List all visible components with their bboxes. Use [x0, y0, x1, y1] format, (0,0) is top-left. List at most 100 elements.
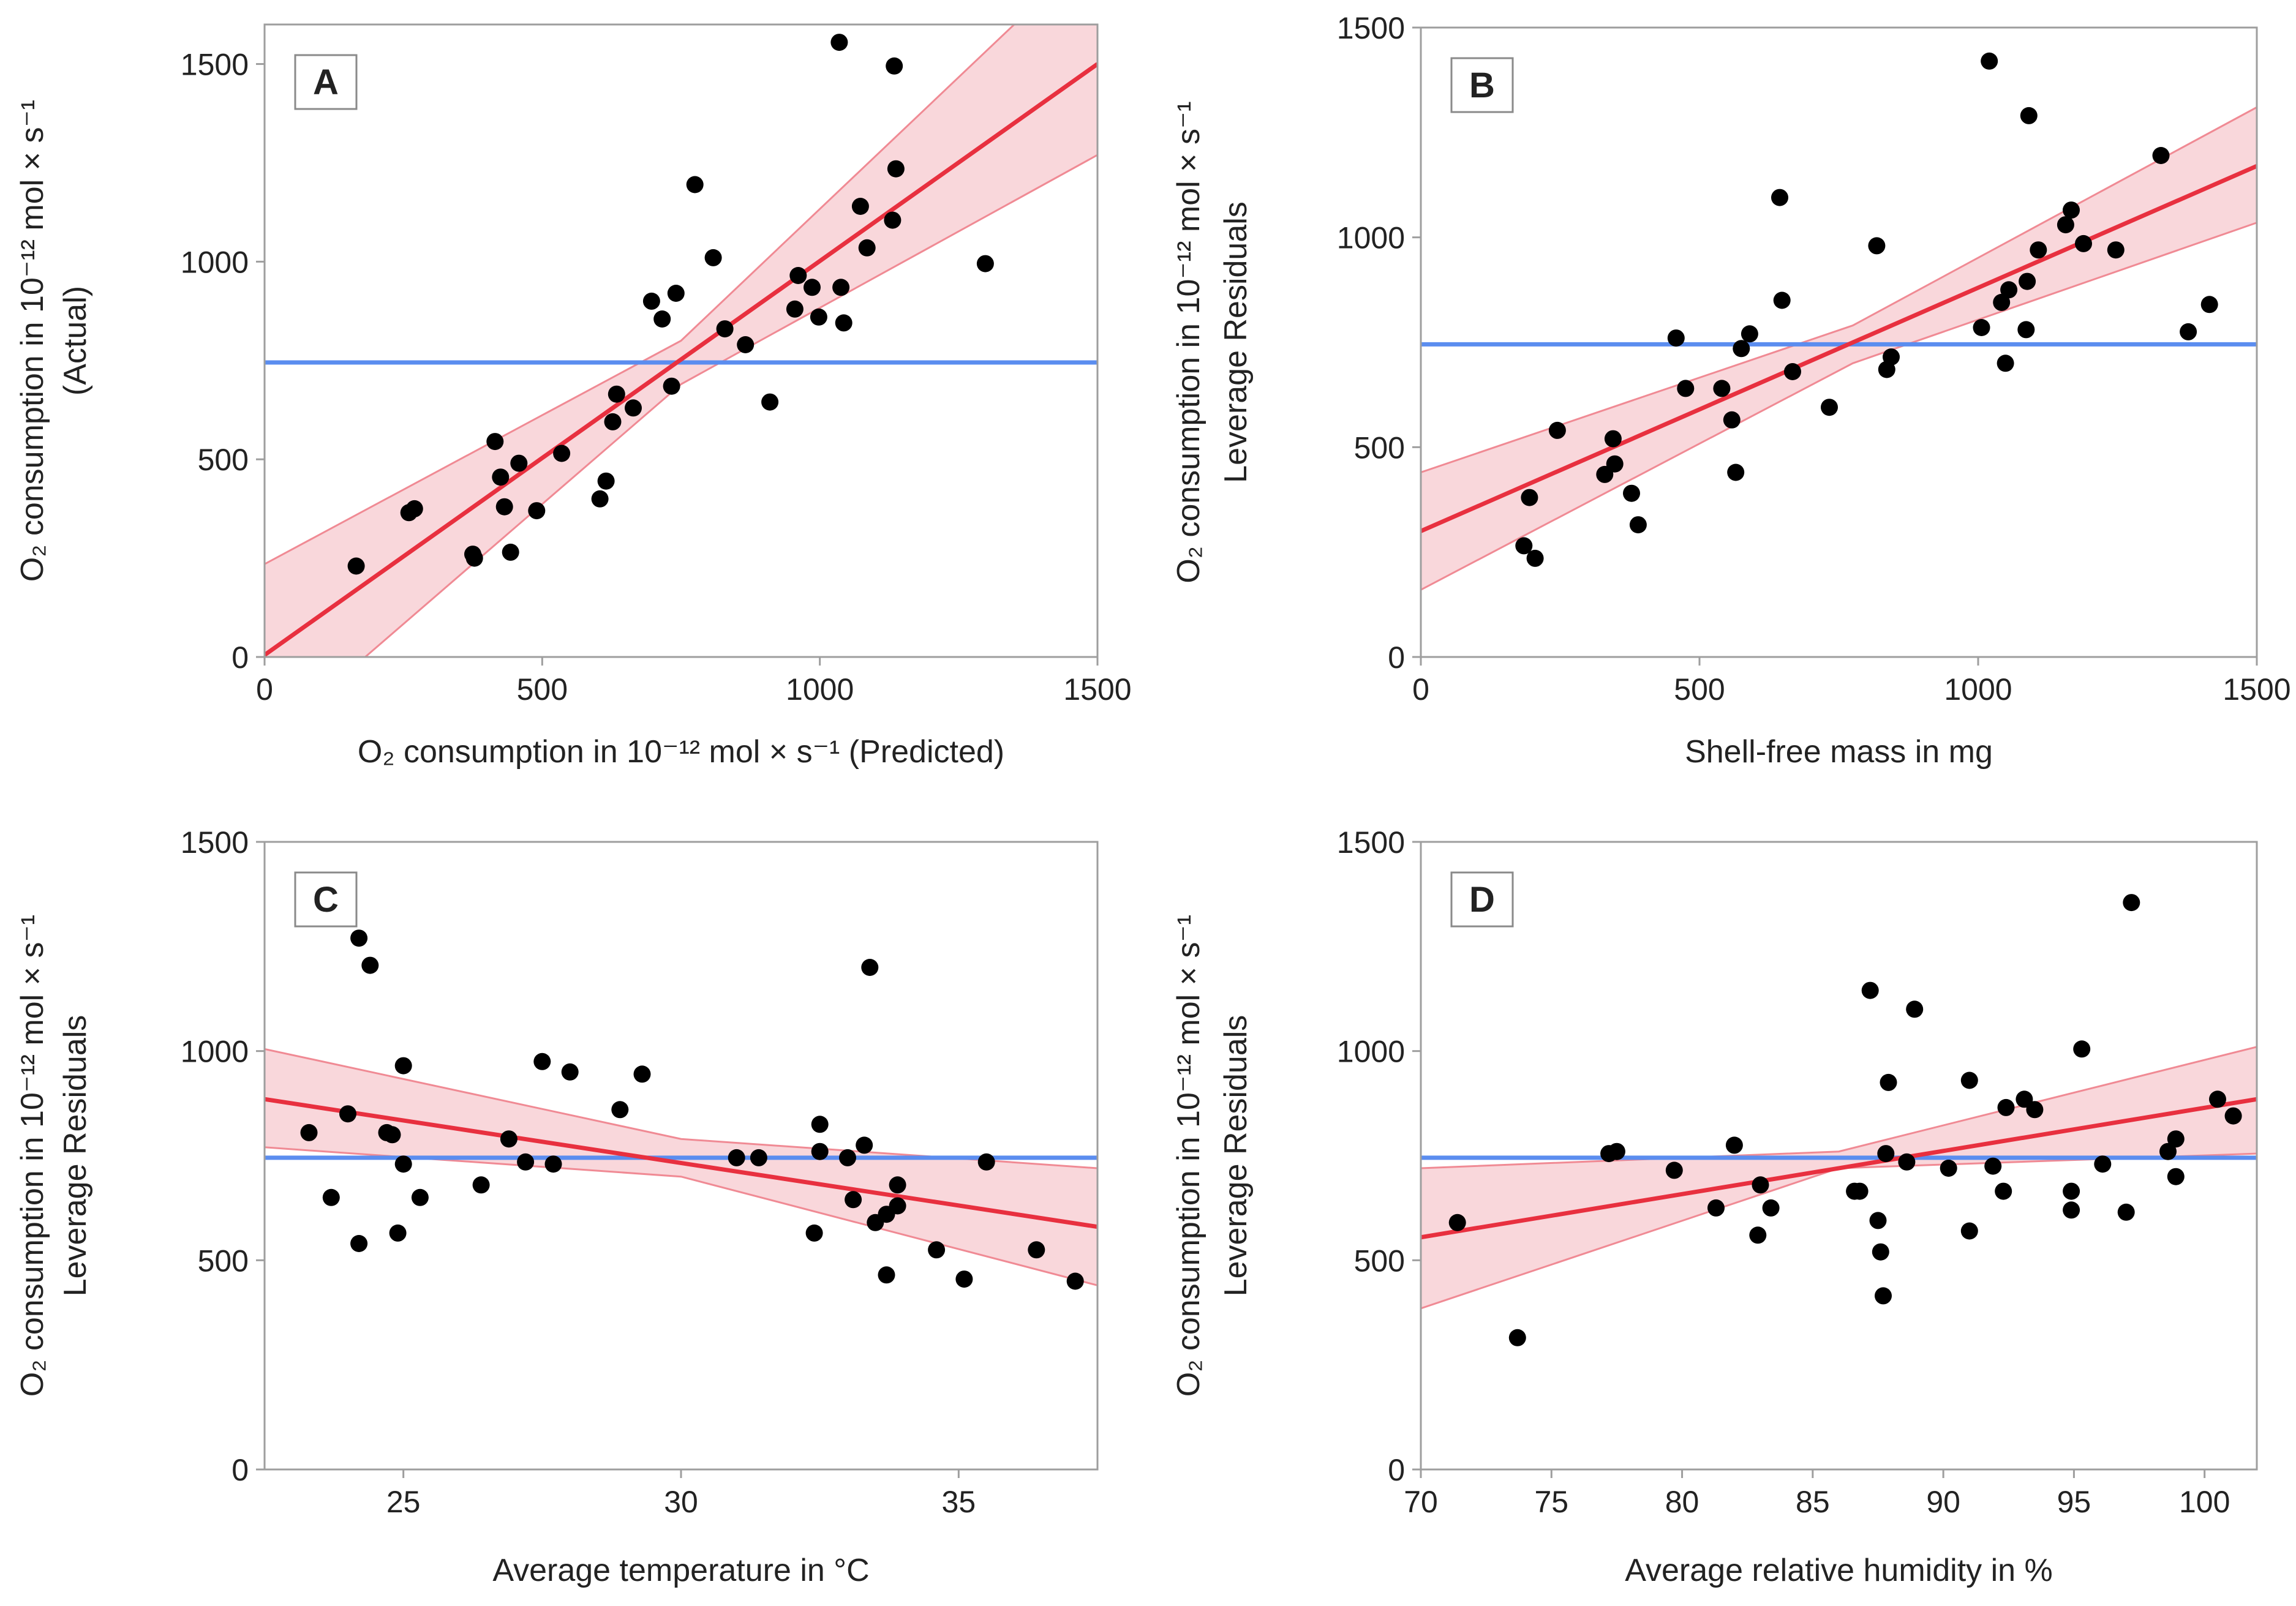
data-point — [625, 399, 642, 417]
confidence-upper-edge — [1421, 106, 2257, 473]
panel-b: 0 500 1000 1500 0 500 1000 1500 B Shell-free mass… — [1171, 11, 2291, 770]
data-point — [830, 34, 848, 51]
data-point — [1727, 463, 1745, 481]
data-point — [561, 1063, 579, 1081]
data-point — [405, 500, 423, 517]
data-point — [804, 279, 821, 296]
data-point — [861, 959, 879, 976]
confidence-band — [1421, 1046, 2257, 1308]
y-tick-label: 1000 — [181, 1035, 249, 1069]
data-point — [858, 239, 876, 257]
data-point — [1723, 411, 1741, 429]
data-point — [1028, 1241, 1045, 1259]
data-point — [2057, 216, 2074, 234]
data-point — [465, 549, 483, 567]
x-tick-label: 90 — [1926, 1485, 1960, 1519]
y-tick-label: 1000 — [181, 245, 249, 279]
data-point — [704, 249, 722, 266]
data-point — [486, 433, 504, 451]
data-point — [2107, 241, 2125, 259]
data-point — [667, 285, 685, 302]
data-point — [1872, 1243, 1889, 1261]
data-point — [884, 211, 901, 229]
plot-area — [265, 24, 1097, 657]
data-point — [1515, 537, 1533, 555]
data-point — [737, 336, 755, 353]
data-point — [1749, 1226, 1767, 1244]
data-point — [350, 929, 368, 947]
data-point — [832, 279, 850, 296]
data-point — [528, 502, 546, 520]
data-point — [889, 1197, 906, 1215]
panel-a: 0 500 1000 1500 0 500 1000 1500 A O₂ consumption … — [15, 23, 1132, 770]
data-point — [1707, 1199, 1725, 1217]
plot-frame — [263, 23, 1099, 658]
y-tick-label: 500 — [1354, 430, 1405, 465]
data-point — [1960, 1222, 1978, 1240]
data-point — [1973, 319, 1990, 336]
x-axis-label: Average relative humidity in % — [1625, 1553, 2053, 1588]
x-axis-label: Average temperature in °C — [492, 1553, 869, 1588]
data-point — [1997, 355, 2014, 372]
data-point — [878, 1266, 895, 1284]
regression-line — [265, 62, 1097, 657]
data-point — [1898, 1153, 1916, 1171]
data-point — [2152, 147, 2170, 164]
data-point — [2000, 281, 2018, 299]
data-point — [2117, 1203, 2135, 1221]
data-point — [1623, 484, 1640, 502]
data-point — [1508, 1329, 1526, 1346]
data-point — [642, 292, 660, 310]
confidence-upper-edge — [1421, 1046, 2257, 1169]
data-point — [591, 490, 609, 508]
data-point — [886, 57, 903, 75]
data-point — [2123, 894, 2140, 912]
panel-c: 0 500 1000 1500 25 30 35 C Average temperature i… — [15, 825, 1099, 1588]
panel-letter-box — [294, 871, 358, 928]
data-point — [361, 956, 379, 974]
data-point — [835, 314, 853, 332]
x-tick-label: 100 — [2179, 1485, 2230, 1519]
data-point — [597, 472, 615, 490]
data-point — [887, 160, 905, 178]
x-tick-label: 1000 — [1944, 672, 2012, 707]
confidence-upper-edge — [265, 24, 1016, 565]
x-tick-label: 0 — [1412, 672, 1429, 707]
data-point — [2026, 1101, 2044, 1119]
x-tick-label: 1500 — [1063, 672, 1131, 707]
confidence-lower-edge — [1421, 222, 2257, 591]
data-point — [653, 310, 671, 328]
y-axis-label-secondary: Leverage Residuals — [1218, 1015, 1254, 1297]
confidence-band — [265, 1049, 1097, 1286]
data-point — [533, 1053, 551, 1070]
data-point — [495, 498, 513, 516]
x-tick-label: 80 — [1665, 1485, 1699, 1519]
data-point — [1940, 1160, 1957, 1177]
data-point — [2019, 272, 2036, 290]
data-point — [633, 1065, 651, 1083]
data-point — [1877, 1145, 1895, 1163]
data-point — [2167, 1168, 2185, 1185]
data-point — [347, 557, 365, 575]
data-point — [686, 176, 704, 193]
data-point — [1906, 1000, 1924, 1018]
plot-frame — [1420, 841, 2258, 1471]
y-tick-label: 0 — [231, 1453, 249, 1487]
data-point — [1880, 1073, 1897, 1091]
data-point — [1861, 981, 1879, 999]
data-point — [811, 1143, 829, 1160]
x-tick-label: 1000 — [786, 672, 854, 707]
data-point — [1667, 329, 1685, 347]
panel-letter-box — [294, 54, 358, 110]
y-tick-label: 0 — [1388, 640, 1405, 675]
x-tick-label: 75 — [1534, 1485, 1568, 1519]
data-point — [1677, 380, 1695, 397]
data-point — [1868, 237, 1886, 255]
data-point — [389, 1224, 407, 1242]
y-tick-label: 1500 — [181, 825, 249, 860]
x-tick-label: 35 — [942, 1485, 976, 1519]
y-tick-label: 500 — [1354, 1244, 1405, 1278]
data-point — [2209, 1090, 2226, 1108]
data-point — [517, 1153, 535, 1171]
y-tick-label: 1500 — [181, 48, 249, 82]
